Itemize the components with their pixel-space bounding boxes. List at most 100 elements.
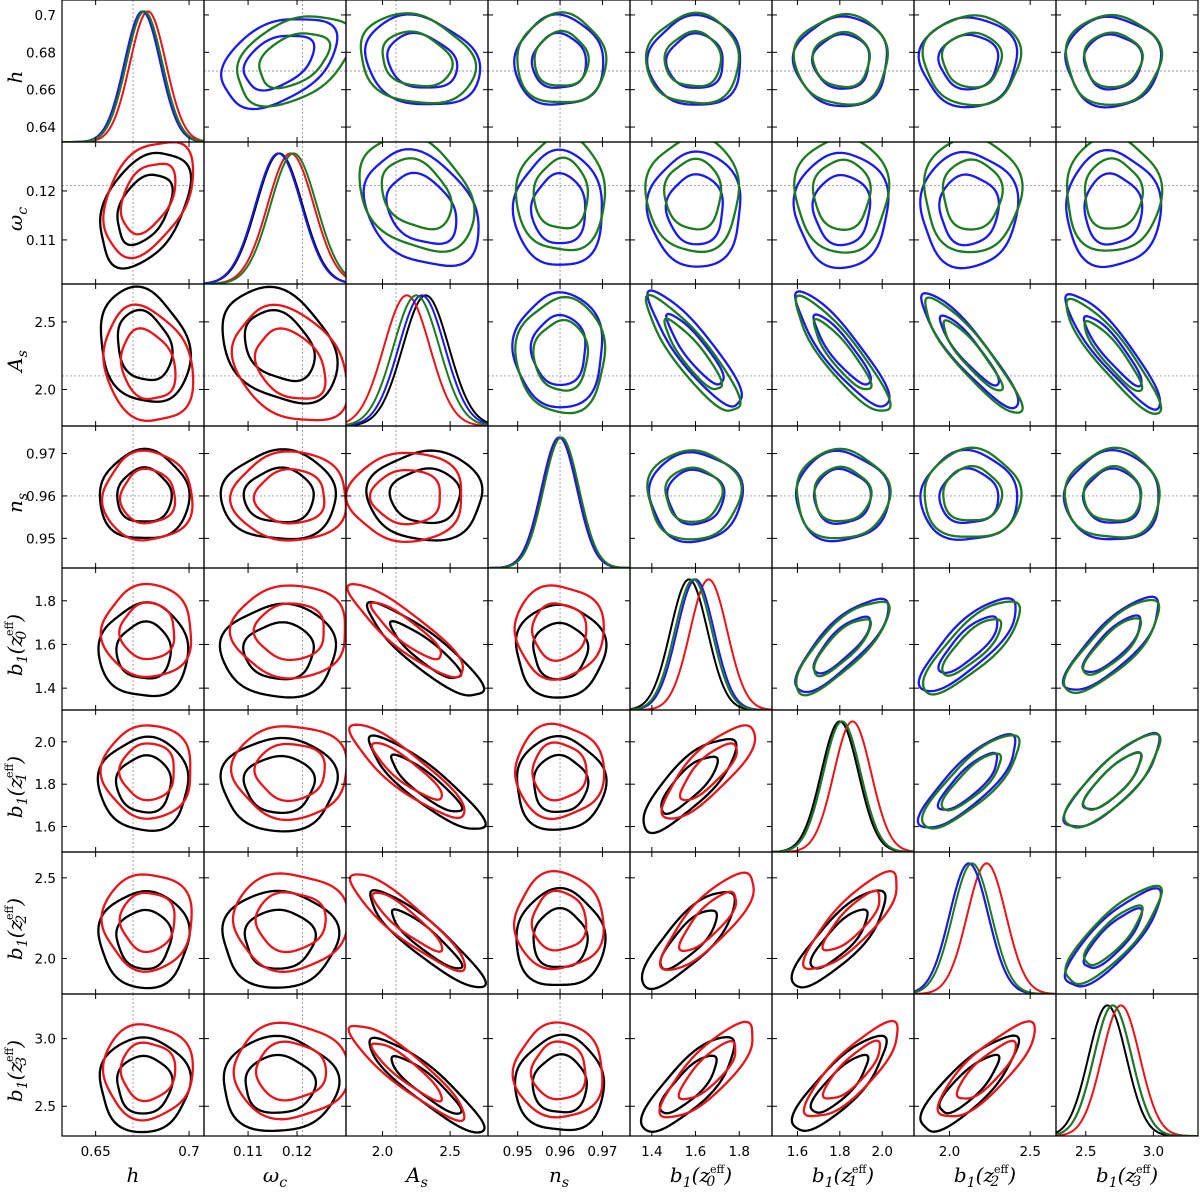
contour-black-inner — [114, 754, 173, 814]
contour-green-inner — [532, 318, 590, 392]
y-tick-label-omega_c: 0.12 — [26, 184, 56, 200]
x-tick-label-b1_z1: 1.8 — [829, 1144, 850, 1160]
contour-green-inner — [813, 618, 873, 678]
panel-frame — [1055, 709, 1199, 853]
contour-blue-inner — [386, 31, 459, 89]
contour-red-outer — [513, 722, 606, 821]
y-tick-label-n_s: 0.95 — [26, 531, 56, 547]
contour-green-outer — [1064, 884, 1163, 986]
contour-black-outer — [99, 285, 192, 403]
contour-blue-inner — [937, 615, 999, 674]
contour-green-inner — [812, 318, 873, 391]
contour-red-inner — [821, 889, 881, 952]
panel-A_s-vs-A_s — [345, 283, 489, 427]
contour-red-inner — [118, 891, 176, 954]
panel-frame — [203, 567, 347, 711]
x-tick-label-omega_c: 0.11 — [233, 1144, 263, 1160]
contour-blue-inner — [1082, 907, 1144, 969]
contour-black-outer — [639, 1035, 736, 1133]
contour-red-inner — [253, 327, 327, 400]
panel-omega_c-vs-b1_z3 — [1055, 141, 1199, 285]
contour-red-inner — [677, 890, 738, 953]
contour-green-inner — [533, 29, 590, 87]
marginal-blue-b1_z3 — [1056, 1004, 1198, 1136]
panel-b1_z0-vs-A_s — [345, 567, 489, 711]
contour-green-inner — [941, 618, 1003, 677]
contour-black-outer — [790, 1034, 888, 1132]
marginal-black-omega_c — [204, 152, 346, 284]
contour-green-outer — [920, 734, 1021, 830]
contour-black-inner — [390, 1055, 463, 1115]
contour-blue-outer — [1063, 887, 1163, 988]
contour-black-inner — [532, 753, 590, 814]
contour-blue-inner — [385, 171, 458, 245]
panel-frame — [487, 993, 631, 1137]
y-tick-label-b1_z1: 1.6 — [35, 820, 56, 836]
contour-green-inner — [1083, 157, 1145, 230]
panel-frame — [629, 425, 773, 569]
panel-b1_z2-vs-b1_z2 — [913, 851, 1057, 995]
contour-black-outer — [640, 890, 736, 991]
panel-A_s-vs-n_s — [487, 283, 631, 427]
contour-green-outer — [359, 12, 478, 105]
contour-red-inner — [529, 1040, 587, 1101]
marginal-blue-omega_c — [204, 152, 346, 284]
panel-b1_z1-vs-A_s — [345, 709, 489, 853]
contour-black-inner — [116, 308, 174, 382]
marginal-green-b1_z3 — [1056, 1004, 1198, 1136]
contour-black-outer — [99, 151, 193, 270]
contour-black-inner — [242, 466, 315, 524]
y-tick-label-h: 0.64 — [26, 120, 56, 136]
panel-n_s-vs-b1_z0 — [629, 425, 773, 569]
panel-frame — [345, 567, 489, 711]
panel-h-vs-b1_z0 — [629, 0, 773, 143]
contour-green-inner — [663, 30, 723, 88]
panel-b1_z3-vs-n_s — [487, 993, 631, 1137]
contour-blue-outer — [1065, 148, 1163, 269]
contour-green-inner — [380, 157, 453, 231]
axis-label-n_s: ns — [549, 1163, 569, 1191]
contour-blue-inner — [1083, 172, 1144, 246]
contour-red-inner — [118, 601, 176, 661]
contour-red-inner — [252, 468, 326, 525]
contour-green-outer — [1063, 446, 1161, 539]
axis-label-A_s: As — [3, 350, 31, 374]
marginal-green-A_s — [346, 294, 488, 426]
panel-n_s-vs-n_s — [487, 425, 631, 569]
contour-black-inner — [116, 173, 174, 247]
contour-red-inner — [677, 1039, 737, 1101]
contour-red-inner — [531, 741, 588, 802]
panel-omega_c-vs-b1_z0 — [629, 141, 773, 285]
panel-b1_z1-vs-b1_z3 — [1055, 709, 1199, 853]
contour-green-inner — [1082, 751, 1143, 811]
contour-green-inner — [811, 30, 871, 89]
panel-omega_c-vs-A_s — [345, 141, 489, 285]
contour-blue-outer — [511, 148, 603, 266]
panel-b1_z2-vs-b1_z3 — [1055, 851, 1199, 995]
contour-red-outer — [100, 449, 194, 542]
marginal-green-h — [62, 10, 204, 142]
panel-frame — [345, 851, 489, 995]
panel-h-vs-n_s — [487, 0, 631, 143]
panel-n_s-vs-b1_z3 — [1055, 425, 1199, 569]
contour-red-outer — [229, 450, 346, 542]
contour-green-outer — [922, 142, 1024, 254]
panel-b1_z2-vs-omega_c — [203, 851, 347, 995]
contour-green-outer — [1065, 142, 1164, 252]
contour-red-inner — [254, 891, 327, 954]
contour-green-outer — [514, 142, 607, 252]
contour-black-inner — [242, 754, 317, 815]
contour-green-outer — [1062, 732, 1162, 829]
marginal-black-n_s — [488, 436, 630, 568]
contour-green-inner — [942, 464, 1004, 522]
contour-green-outer — [644, 142, 741, 254]
contour-green-outer — [795, 600, 891, 697]
contour-black-inner — [115, 620, 173, 680]
contour-red-outer — [346, 451, 463, 544]
marginal-green-omega_c — [204, 152, 346, 284]
contour-red-outer — [348, 873, 467, 973]
contour-blue-outer — [646, 289, 743, 408]
contour-green-outer — [514, 295, 607, 415]
marginal-red-b1_z3 — [1056, 1004, 1198, 1136]
